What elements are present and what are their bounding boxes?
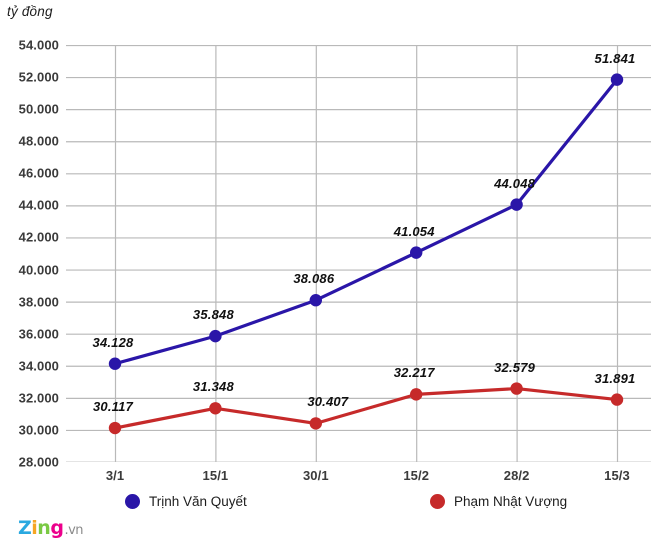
legend-label: Trịnh Văn Quyết xyxy=(149,494,247,509)
logo-letter-i: i xyxy=(31,517,38,539)
y-axis-tick-label: 30.000 xyxy=(18,422,59,438)
data-point-label: 44.048 xyxy=(494,175,536,191)
y-axis-tick-label: 50.000 xyxy=(18,101,59,117)
data-point-marker[interactable] xyxy=(410,246,423,259)
y-axis-tick-label: 52.000 xyxy=(18,69,59,85)
series-line-blue xyxy=(113,78,619,366)
data-point-marker[interactable] xyxy=(510,382,523,395)
data-point-marker[interactable] xyxy=(108,357,122,370)
y-axis-tick-label: 40.000 xyxy=(18,262,59,278)
logo-letter-z: Z xyxy=(18,517,32,539)
data-point-marker[interactable] xyxy=(410,388,423,401)
series-line-red xyxy=(113,386,619,430)
data-point-marker[interactable] xyxy=(108,421,122,435)
legend-item[interactable]: Trịnh Văn Quyết xyxy=(125,494,247,509)
data-point-marker[interactable] xyxy=(309,294,322,307)
plot-area xyxy=(66,45,651,462)
logo-letter-g: g xyxy=(50,517,64,539)
data-point-marker[interactable] xyxy=(309,417,322,430)
legend-color-swatch xyxy=(125,494,140,509)
x-axis-tick-label: 15/2 xyxy=(403,468,430,483)
data-point-label: 30.117 xyxy=(93,399,133,415)
data-point-marker[interactable] xyxy=(610,73,624,86)
data-point-label: 34.128 xyxy=(92,334,134,350)
legend-item[interactable]: Phạm Nhật Vượng xyxy=(430,494,567,509)
y-axis-tick-label: 36.000 xyxy=(18,326,59,342)
y-axis-tick-label: 46.000 xyxy=(18,165,59,181)
data-point-label: 32.579 xyxy=(494,359,536,375)
data-point-label: 38.086 xyxy=(293,271,335,287)
y-axis-tick-label: 44.000 xyxy=(18,197,59,213)
x-axis-tick-label: 28/2 xyxy=(503,468,530,483)
x-axis-tick-label: 15/3 xyxy=(604,468,630,483)
data-point-label: 32.217 xyxy=(393,365,435,381)
legend-color-swatch xyxy=(430,494,445,509)
y-axis-tick-label: 34.000 xyxy=(18,358,59,374)
y-axis-tick-label: 38.000 xyxy=(18,294,59,310)
chart-legend: Trịnh Văn Quyết Phạm Nhật Vượng xyxy=(0,494,660,524)
x-axis-tick-label: 3/1 xyxy=(105,468,125,483)
data-point-label: 30.407 xyxy=(307,394,349,410)
logo-tld: .vn xyxy=(64,523,84,538)
y-axis-tick-label: 48.000 xyxy=(18,133,59,149)
data-point-label: 31.891 xyxy=(594,370,636,386)
y-axis-tick-label: 28.000 xyxy=(18,454,59,470)
data-point-marker[interactable] xyxy=(510,198,523,211)
data-point-marker[interactable] xyxy=(209,329,222,343)
x-axis-tick-label: 30/1 xyxy=(302,468,329,483)
data-point-label: 41.054 xyxy=(393,223,435,239)
y-axis-tick-label: 42.000 xyxy=(18,229,59,245)
data-point-label: 35.848 xyxy=(192,307,234,323)
y-axis-tick-label: 54.000 xyxy=(18,37,59,53)
y-axis-tick-label: 32.000 xyxy=(18,390,59,406)
data-point-marker[interactable] xyxy=(610,393,624,406)
legend-label: Phạm Nhật Vượng xyxy=(454,494,568,509)
y-axis-tick-labels: 54.000 52.000 50.000 48.000 46.000 44.000 42.0… xyxy=(0,0,59,548)
logo-letter-n: n xyxy=(37,517,51,539)
y-axis-title: tỷ đồng xyxy=(7,4,53,19)
zing-logo: Z i n g .vn xyxy=(18,517,84,539)
data-point-label: 31.348 xyxy=(192,379,234,395)
data-point-marker[interactable] xyxy=(209,402,222,415)
data-point-label: 51.841 xyxy=(594,50,636,66)
x-axis-tick-label: 15/1 xyxy=(202,468,229,483)
